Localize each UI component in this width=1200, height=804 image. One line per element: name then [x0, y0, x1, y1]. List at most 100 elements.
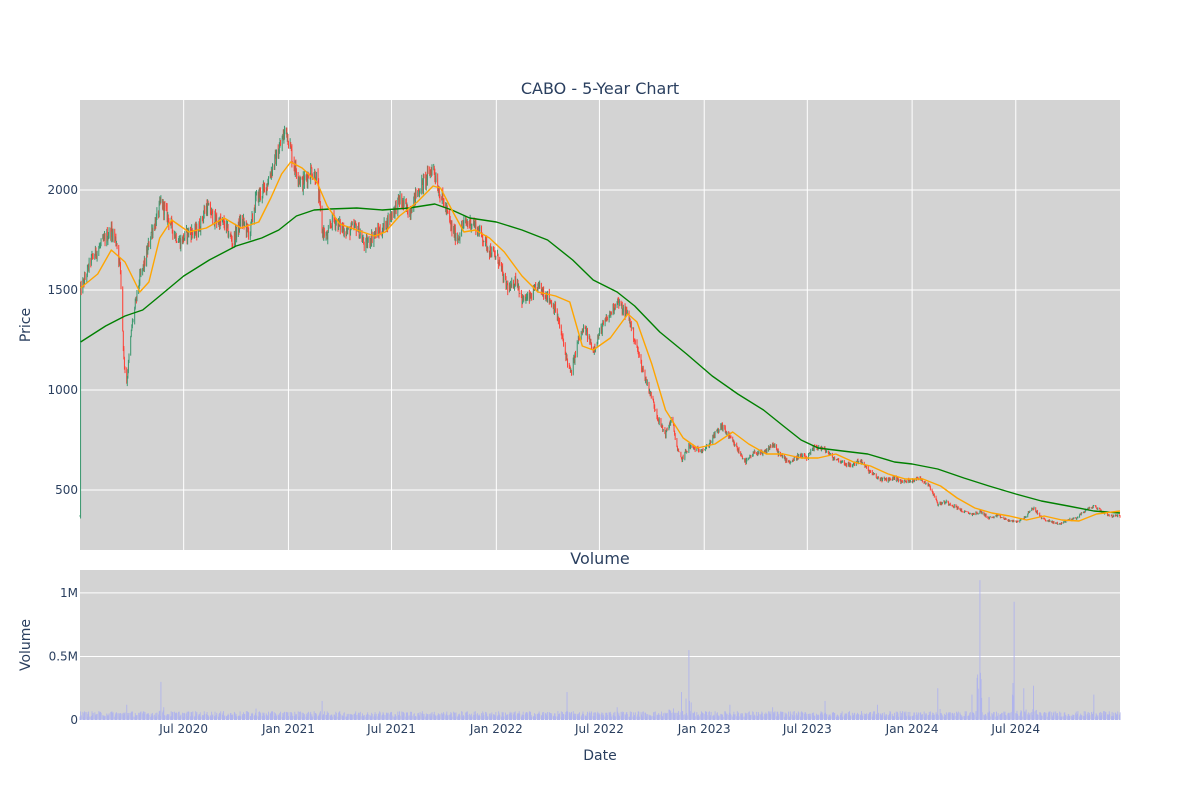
candle-body [523, 296, 524, 301]
down-candle [878, 476, 879, 478]
up-candle [810, 449, 811, 455]
up-candle [368, 236, 369, 242]
volume-bar [276, 716, 277, 720]
volume-bar [105, 716, 106, 720]
candle-body [842, 460, 843, 461]
candle-body [244, 224, 245, 225]
volume-bar [436, 716, 437, 720]
up-candle [480, 225, 481, 233]
candle-body [91, 255, 92, 263]
volume-bar [232, 714, 233, 720]
down-candle [681, 452, 682, 457]
volume-bar [284, 712, 285, 720]
up-candle [460, 232, 461, 243]
candle-body [966, 511, 967, 512]
volume-bar [539, 714, 540, 720]
candle-body [810, 450, 811, 453]
volume-bar [404, 713, 405, 720]
up-candle [272, 163, 273, 176]
volume-bar [786, 715, 787, 720]
down-candle [906, 480, 907, 483]
volume-bar [766, 714, 767, 720]
candle-body [145, 258, 146, 265]
candle-body [149, 242, 150, 247]
candle-body [994, 516, 995, 518]
down-candle [288, 141, 289, 149]
up-candle [1014, 520, 1015, 521]
down-candle [958, 506, 959, 509]
candle-body [575, 353, 576, 355]
down-candle [558, 316, 559, 324]
volume-bar [320, 711, 321, 720]
candle-body [539, 283, 540, 286]
up-candle [208, 203, 209, 206]
down-candle [751, 455, 752, 458]
up-candle [723, 425, 724, 432]
up-candle [130, 336, 131, 356]
up-candle [803, 453, 804, 457]
candle-body [563, 340, 564, 344]
candle-body [113, 232, 114, 239]
up-candle [743, 458, 744, 460]
up-candle [236, 227, 237, 243]
down-candle [165, 201, 166, 211]
candle-body [1058, 524, 1059, 525]
candle-body [910, 481, 911, 482]
volume-bar [587, 712, 588, 720]
up-candle [137, 290, 138, 301]
candle-body [252, 215, 253, 220]
candle-body [828, 452, 829, 454]
volume-bar [260, 713, 261, 720]
volume-bar [735, 714, 736, 720]
candle-body [1094, 505, 1095, 506]
up-candle [492, 246, 493, 257]
down-candle [643, 366, 644, 372]
volume-bar [204, 714, 205, 720]
candle-body [165, 205, 166, 206]
down-candle [280, 140, 281, 146]
candle-body [498, 254, 499, 263]
volume-bar [308, 712, 309, 720]
candle-body [1031, 508, 1032, 510]
candle-body [468, 222, 469, 224]
candle-body [978, 513, 979, 514]
volume-bar [487, 716, 488, 720]
candle-body [998, 515, 999, 516]
candle-body [942, 502, 943, 504]
candle-body [1093, 506, 1094, 508]
candle-body [898, 479, 899, 481]
up-candle [185, 231, 186, 241]
volume-bar [304, 714, 305, 720]
candle-body [352, 224, 353, 225]
volume-bar [471, 717, 472, 720]
candle-body [982, 512, 983, 513]
up-candle [735, 444, 736, 446]
candle-body [268, 178, 269, 183]
volume-bar [623, 712, 624, 720]
volume-bar [743, 717, 744, 720]
up-candle [153, 224, 154, 238]
down-candle [448, 211, 449, 214]
down-candle [515, 273, 516, 286]
candle-body [535, 285, 536, 287]
candle-body [404, 200, 405, 206]
down-candle [452, 220, 453, 236]
volume-chart-title: Volume [570, 549, 630, 568]
volume-bar [97, 714, 98, 720]
volume-bar [874, 711, 875, 720]
candle-body [691, 446, 692, 447]
candle-body [212, 211, 213, 223]
up-candle [200, 216, 201, 236]
down-candle [216, 213, 217, 229]
up-candle [484, 241, 485, 242]
down-candle [898, 478, 899, 482]
candle-body [633, 329, 634, 340]
volume-bar [101, 713, 102, 720]
candle-body [958, 507, 959, 508]
volume-bar [719, 716, 720, 720]
down-candle [324, 228, 325, 238]
down-candle [571, 370, 572, 376]
volume-bar [440, 714, 441, 720]
volume-bar [475, 714, 476, 720]
volume-bar [695, 716, 696, 720]
